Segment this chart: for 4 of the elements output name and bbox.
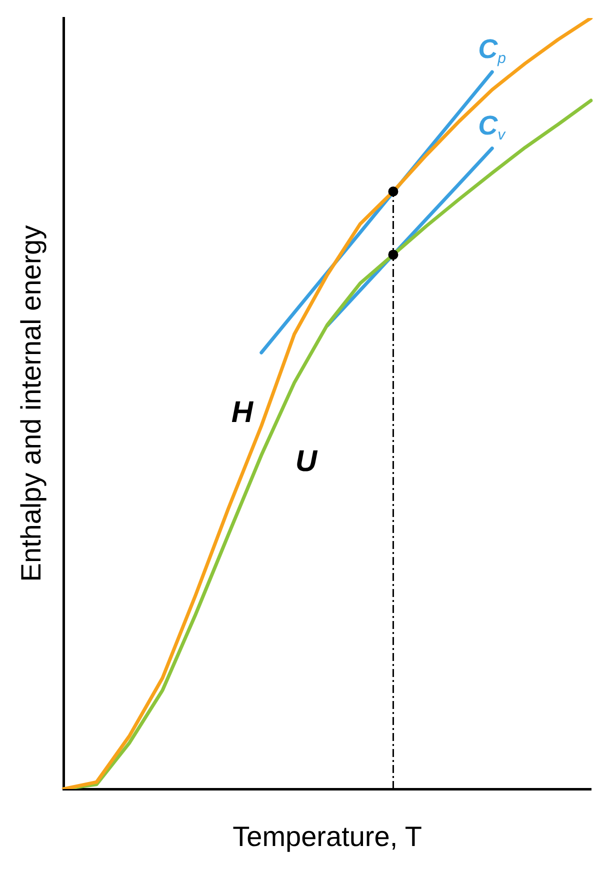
series-label: H bbox=[231, 396, 254, 429]
series-label: U bbox=[295, 445, 318, 478]
y-axis-title: Enthalpy and internal energy bbox=[16, 225, 47, 582]
x-axis-title: Temperature, T bbox=[232, 820, 422, 852]
